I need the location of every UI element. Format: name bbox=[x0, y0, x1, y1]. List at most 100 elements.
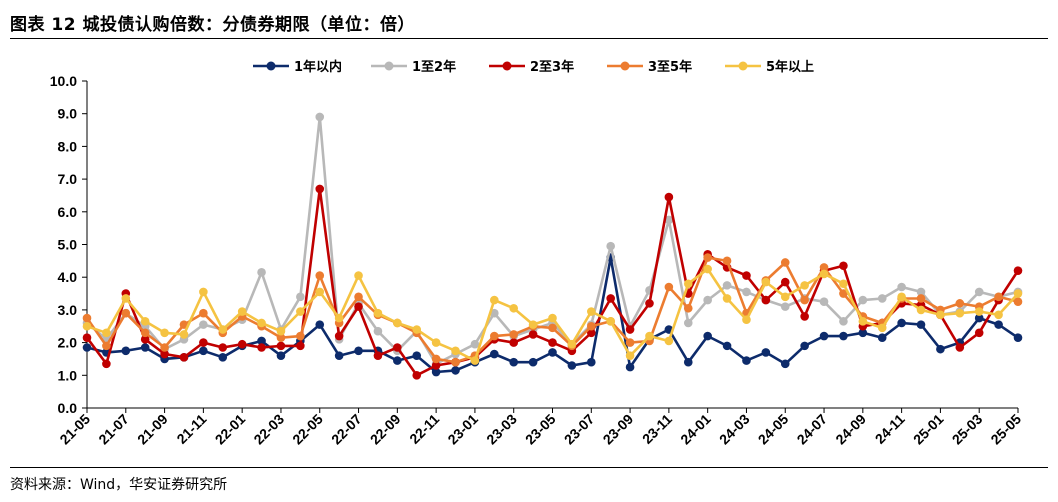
x-tick-label: 22-11 bbox=[406, 411, 442, 447]
x-tick-label: 24-09 bbox=[832, 411, 869, 448]
data-point bbox=[819, 263, 829, 272]
legend-label: 5年以上 bbox=[766, 59, 814, 75]
legend-marker bbox=[620, 61, 630, 71]
data-point bbox=[393, 343, 402, 352]
data-point bbox=[742, 271, 751, 280]
x-tick-label: 23-07 bbox=[561, 411, 598, 448]
series-5 bbox=[82, 264, 1023, 365]
data-point bbox=[140, 317, 150, 326]
data-point bbox=[625, 338, 635, 347]
data-point bbox=[431, 354, 441, 364]
data-point bbox=[354, 292, 363, 302]
data-point bbox=[548, 313, 557, 323]
x-tick-label: 22-05 bbox=[289, 411, 326, 448]
data-point bbox=[334, 351, 344, 360]
data-point bbox=[839, 331, 848, 341]
data-point bbox=[645, 299, 654, 308]
data-point bbox=[509, 303, 519, 313]
data-point bbox=[276, 351, 286, 360]
data-point bbox=[1013, 289, 1023, 298]
data-point bbox=[780, 359, 790, 369]
y-tick-label: 5.0 bbox=[58, 237, 78, 253]
x-tick-label: 24-05 bbox=[755, 411, 792, 448]
data-point bbox=[470, 339, 480, 349]
data-point bbox=[160, 349, 169, 359]
data-point bbox=[82, 321, 92, 331]
data-point bbox=[276, 341, 286, 351]
data-point bbox=[276, 326, 286, 336]
data-point bbox=[548, 348, 557, 357]
data-point bbox=[528, 320, 538, 329]
legend-label: 1年以内 bbox=[294, 59, 342, 75]
data-point bbox=[490, 349, 499, 359]
x-tick-label: 21-05 bbox=[56, 411, 93, 448]
data-point bbox=[218, 325, 228, 334]
data-point bbox=[509, 330, 519, 339]
data-point bbox=[877, 294, 887, 303]
data-point bbox=[567, 361, 577, 370]
data-point bbox=[354, 271, 363, 280]
data-point bbox=[761, 277, 771, 287]
data-point bbox=[1013, 266, 1023, 275]
data-point bbox=[742, 356, 751, 365]
x-tick-label: 23-05 bbox=[522, 411, 559, 448]
data-point bbox=[315, 271, 325, 280]
data-point bbox=[296, 331, 305, 341]
data-point bbox=[780, 292, 790, 302]
x-tick-label: 22-03 bbox=[250, 411, 287, 448]
data-point bbox=[586, 321, 596, 331]
data-point bbox=[82, 313, 92, 323]
data-point bbox=[121, 294, 131, 303]
legend-marker bbox=[266, 61, 276, 71]
data-point bbox=[916, 287, 926, 297]
x-tick-label: 21-11 bbox=[173, 411, 209, 447]
y-tick-label: 8.0 bbox=[58, 138, 78, 154]
y-tick-label: 3.0 bbox=[58, 302, 78, 318]
data-point bbox=[625, 351, 635, 360]
data-point bbox=[431, 361, 441, 370]
legend-marker bbox=[384, 61, 394, 71]
data-point bbox=[916, 294, 926, 303]
legend-marker bbox=[738, 61, 748, 71]
data-point bbox=[451, 366, 460, 375]
data-point bbox=[897, 292, 906, 302]
data-point bbox=[140, 335, 150, 344]
data-point bbox=[916, 320, 926, 329]
data-point bbox=[509, 338, 519, 347]
data-point bbox=[199, 320, 208, 329]
data-point bbox=[800, 281, 809, 290]
data-point bbox=[121, 346, 131, 356]
x-tick-label: 22-07 bbox=[328, 411, 365, 448]
data-point bbox=[722, 341, 732, 351]
data-point bbox=[393, 318, 402, 328]
data-point bbox=[1013, 333, 1023, 342]
data-point bbox=[528, 357, 538, 367]
data-point bbox=[82, 343, 92, 352]
data-point bbox=[567, 339, 577, 349]
data-point bbox=[237, 339, 247, 349]
data-point bbox=[625, 325, 635, 334]
title-divider bbox=[10, 38, 1048, 39]
data-point bbox=[955, 343, 965, 352]
data-point bbox=[431, 338, 441, 347]
data-point bbox=[586, 357, 596, 367]
y-tick-label: 6.0 bbox=[58, 204, 78, 220]
data-point bbox=[780, 277, 790, 287]
legend: 1年以内 1至2年 2至3年 3至5年 5年以上 bbox=[253, 59, 814, 75]
data-point bbox=[509, 357, 519, 367]
data-point bbox=[936, 310, 945, 320]
data-point bbox=[586, 307, 596, 316]
data-point bbox=[761, 348, 771, 357]
data-point bbox=[839, 317, 848, 326]
data-point bbox=[897, 282, 906, 292]
data-point bbox=[102, 328, 111, 338]
data-point bbox=[586, 328, 596, 338]
data-point bbox=[102, 341, 111, 351]
data-point bbox=[722, 294, 732, 303]
x-tick-label: 23-11 bbox=[639, 411, 675, 447]
data-point bbox=[877, 323, 887, 333]
data-point bbox=[412, 325, 422, 334]
data-point bbox=[334, 331, 344, 341]
data-point bbox=[451, 357, 460, 367]
data-point bbox=[199, 287, 208, 297]
